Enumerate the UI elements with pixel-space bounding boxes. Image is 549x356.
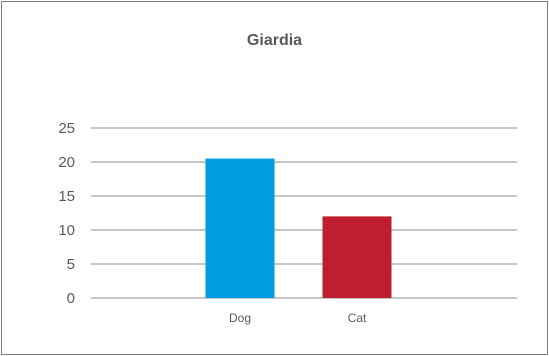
gridlines [91,127,517,299]
y-tick-label-15: 15 [58,188,75,205]
y-tick-label-5: 5 [67,256,75,273]
y-tick-label-25: 25 [58,120,75,137]
bars [205,158,392,298]
bar-cat [322,216,392,298]
y-tick-label-10: 10 [58,222,75,239]
y-axis-tick-labels: 0 5 10 15 20 25 [58,120,75,307]
chart-title: Giardia [246,32,303,49]
bar-dog [205,158,275,298]
x-axis-category-labels: Dog Cat [229,311,367,325]
y-tick-label-20: 20 [58,154,75,171]
y-tick-label-0: 0 [67,290,75,307]
x-category-label-cat: Cat [348,311,367,325]
x-category-label-dog: Dog [229,311,251,325]
